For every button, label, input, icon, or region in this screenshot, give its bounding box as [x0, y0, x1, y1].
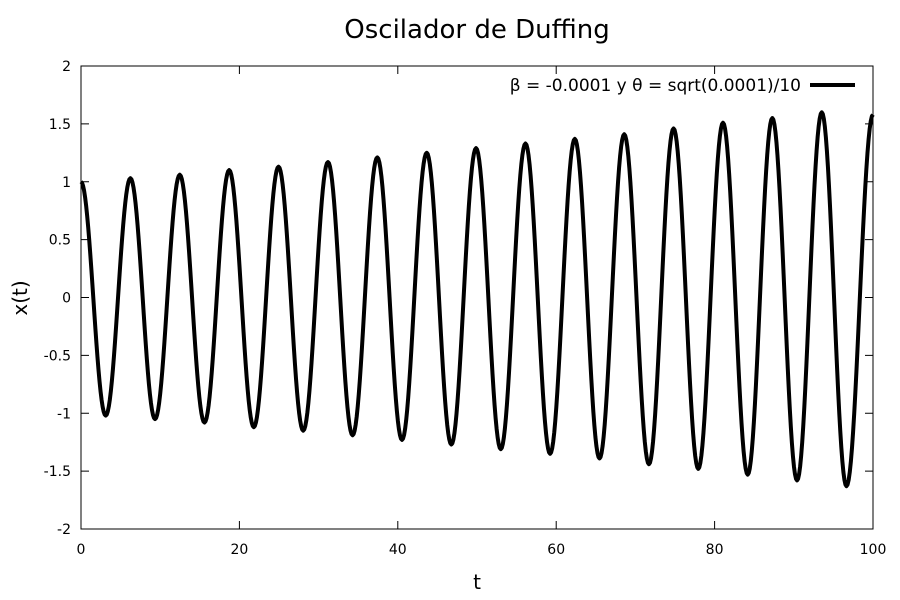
y-tick-label: 0.5: [49, 233, 71, 249]
x-tick-label: 80: [706, 542, 724, 558]
y-tick-label: 0: [62, 291, 71, 307]
y-tick-label: -2: [57, 522, 71, 538]
series-layer: [79, 110, 875, 489]
series-line: [79, 110, 875, 489]
y-tick-label: -0.5: [44, 348, 71, 364]
legend: β = -0.0001 y θ = sqrt(0.0001)/10: [510, 76, 855, 96]
x-tick-label: 100: [860, 542, 887, 558]
x-tick-label: 60: [547, 542, 565, 558]
legend-label: β = -0.0001 y θ = sqrt(0.0001)/10: [510, 76, 801, 96]
x-tick-label: 0: [77, 542, 86, 558]
x-tick-label: 40: [389, 542, 407, 558]
x-axis-label: t: [473, 570, 481, 594]
y-axis-label: x(t): [8, 280, 32, 315]
y-tick-label: 1: [62, 175, 71, 191]
axis-ticks: -2-1.5-1-0.500.511.520 20 40 60 80 100: [44, 59, 887, 558]
y-tick-label: -1: [57, 406, 71, 422]
plot-frame: [80, 65, 874, 530]
y-tick-label: -1.5: [44, 464, 71, 480]
x-tick-label: 20: [230, 542, 248, 558]
y-tick-label: 2: [62, 59, 71, 75]
chart-title: Oscilador de Duffing: [344, 15, 609, 45]
y-tick-label: 1.5: [49, 117, 71, 133]
